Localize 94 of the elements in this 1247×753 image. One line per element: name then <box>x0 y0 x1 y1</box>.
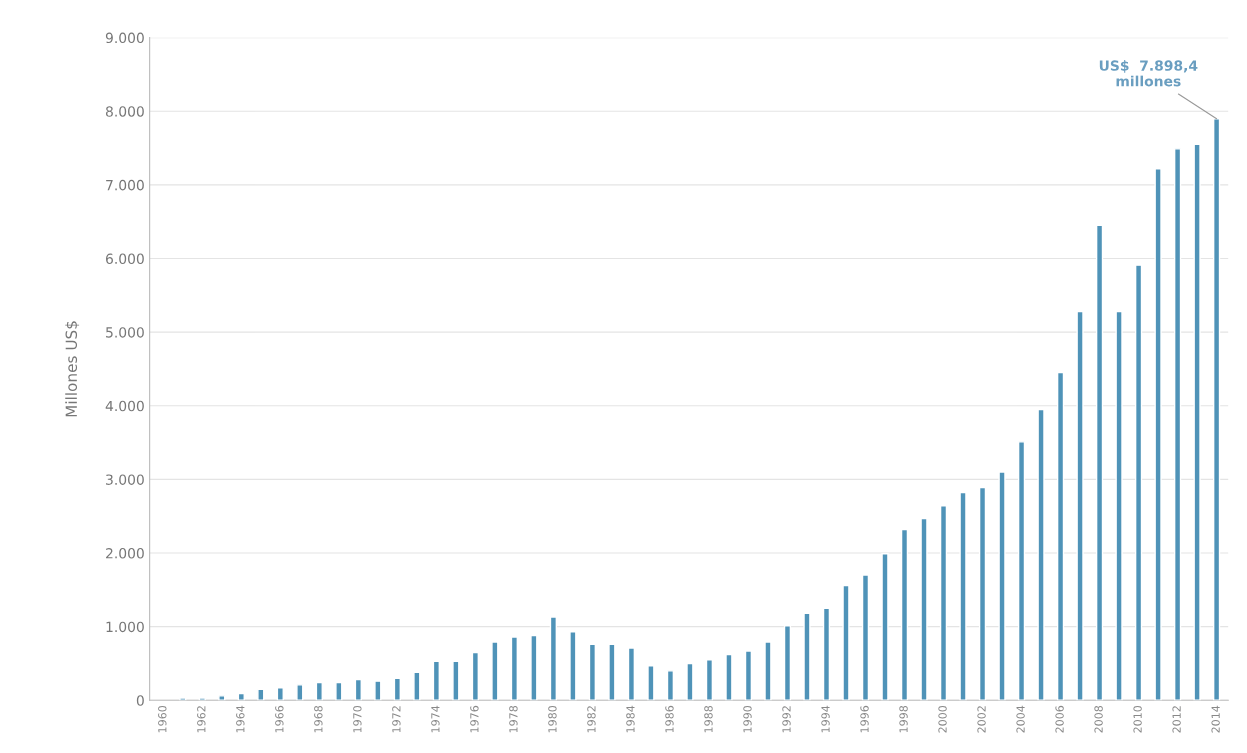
x-tick-label: 1974 <box>431 705 440 733</box>
bar <box>491 641 499 701</box>
bar <box>1056 371 1065 701</box>
y-tick-label: 5.000 <box>106 327 144 338</box>
y-tick-label: 8.000 <box>105 106 144 117</box>
x-tick-label: 1986 <box>665 705 674 733</box>
x-tick-label: 1964 <box>236 705 245 733</box>
bar <box>179 697 187 701</box>
x-tick-label: 2012 <box>1172 706 1181 733</box>
bar <box>822 607 831 701</box>
x-tick-label: 2004 <box>1016 705 1025 733</box>
x-tick-label: 1968 <box>314 705 323 733</box>
x-tick-label: 2006 <box>1055 705 1064 733</box>
y-tick-label: 7.000 <box>106 179 144 191</box>
bar <box>218 695 226 701</box>
bar <box>725 653 733 701</box>
annotation: US$ 7.898,4 millones <box>1099 60 1198 87</box>
x-tick-label: 1994 <box>821 705 830 733</box>
bar <box>666 670 675 701</box>
bar <box>959 491 967 701</box>
bar <box>471 651 480 701</box>
bar <box>744 650 753 701</box>
bar <box>296 684 304 701</box>
x-tick-label: 2014 <box>1211 705 1220 733</box>
bar <box>998 471 1006 701</box>
x-tick-label: 2008 <box>1094 705 1103 733</box>
bar <box>686 662 694 701</box>
x-tick-label: 1990 <box>743 705 752 733</box>
bar <box>647 664 655 701</box>
bar <box>764 641 772 701</box>
bar <box>198 697 206 701</box>
x-tick-label: 1998 <box>899 705 908 733</box>
bar <box>861 574 870 701</box>
bar <box>1017 441 1026 701</box>
bar <box>939 505 948 701</box>
bar <box>978 486 987 701</box>
x-tick-label: 1976 <box>470 705 479 733</box>
bar <box>510 636 519 701</box>
bar <box>335 681 343 701</box>
bar <box>1134 264 1143 701</box>
bar <box>588 643 597 701</box>
bar <box>1076 310 1084 701</box>
bar <box>432 660 440 701</box>
bar <box>354 678 362 701</box>
x-tick-label: 1960 <box>158 705 167 733</box>
bar <box>237 692 245 701</box>
y-axis-title: Millones US$ <box>65 321 80 417</box>
x-tick-label: 1972 <box>392 706 401 733</box>
bar <box>705 659 714 701</box>
x-tick-label: 1992 <box>782 706 791 733</box>
bar <box>569 631 577 701</box>
y-tick-label: 0 <box>136 695 144 706</box>
bar <box>315 681 323 701</box>
x-tick-label: 2002 <box>977 706 986 733</box>
bar <box>393 677 401 701</box>
y-tick-label: 4.000 <box>105 400 144 412</box>
bar <box>530 634 538 701</box>
bar <box>549 616 558 701</box>
bar <box>1212 118 1221 701</box>
bar <box>1154 168 1162 701</box>
y-tick-label: 3.000 <box>106 474 144 485</box>
bar <box>257 688 265 701</box>
bar <box>608 643 616 701</box>
x-tick-label: 2010 <box>1133 705 1142 733</box>
bar <box>627 647 636 701</box>
bar <box>842 584 850 701</box>
x-tick-label: 1978 <box>509 705 518 733</box>
bar <box>900 528 909 701</box>
x-tick-label: 1970 <box>353 705 362 733</box>
bar <box>1193 143 1201 701</box>
x-tick-label: 1966 <box>275 705 284 733</box>
x-tick-label: 1982 <box>587 706 596 733</box>
bar <box>1173 148 1182 701</box>
bar <box>1115 310 1123 701</box>
bar <box>920 517 928 701</box>
bar <box>452 660 460 701</box>
bar <box>1095 224 1104 701</box>
bar <box>1037 408 1045 701</box>
y-tick-label: 6.000 <box>105 253 144 264</box>
y-tick-label: 2.000 <box>106 548 144 559</box>
x-tick-label: 1984 <box>626 705 635 733</box>
x-tick-label: 1962 <box>197 706 206 733</box>
x-tick-label: 1996 <box>860 705 869 733</box>
bar <box>881 553 889 701</box>
y-tick-label: 9.000 <box>105 32 144 44</box>
y-tick-label: 1.000 <box>106 621 144 633</box>
x-tick-label: 2000 <box>938 705 947 733</box>
bar <box>276 687 284 701</box>
x-tick-label: 1988 <box>704 705 713 733</box>
bar <box>803 612 811 701</box>
bar <box>783 625 792 701</box>
x-tick-label: 1980 <box>548 705 557 733</box>
bar <box>413 671 421 701</box>
bar <box>374 680 382 701</box>
